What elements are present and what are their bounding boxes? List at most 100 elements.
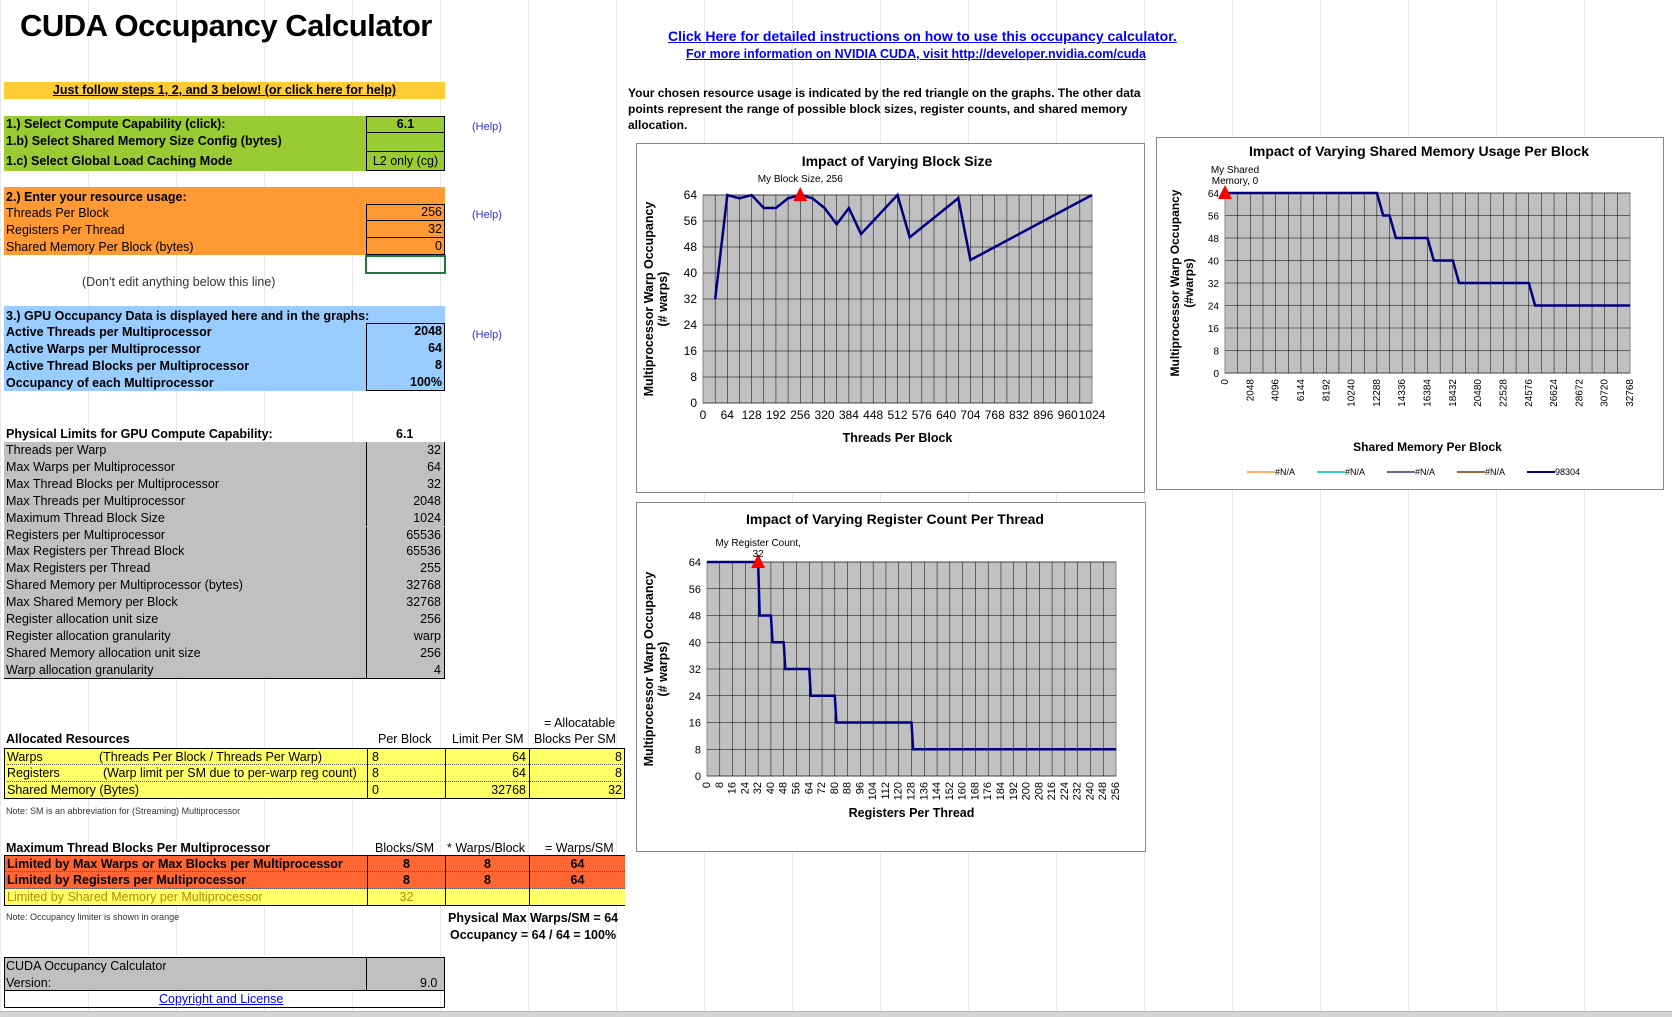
y-tick-label: 8 — [1213, 347, 1219, 358]
y-tick-label: 56 — [689, 584, 701, 596]
x-tick-label: 112 — [880, 782, 892, 800]
y-tick-label: 40 — [684, 266, 698, 280]
dont-edit-note: (Don't edit anything below this line) — [82, 275, 276, 289]
chart-block-size: Impact of Varying Block Size 0 8 16 24 32 40 48… — [636, 143, 1145, 493]
step3-help-link[interactable]: (Help) — [472, 329, 502, 341]
legend-label: #N/A — [1415, 467, 1435, 477]
active-threads-label: Active Threads per Multiprocessor — [6, 325, 212, 339]
limit-row-value: 32 — [366, 442, 445, 459]
y-axis-label: (# warps) — [656, 272, 670, 327]
y-axis-label: Multiprocessor Warp Occupancy — [1168, 189, 1182, 376]
alloc-row-desc: (Warp limit per SM due to per-warp reg c… — [103, 766, 357, 781]
x-tick-label: 192 — [766, 408, 786, 422]
maxblocks-heading: Maximum Thread Blocks Per Multiprocessor — [6, 841, 270, 855]
x-tick-label: 20480 — [1473, 379, 1484, 407]
y-tick-label: 32 — [684, 292, 698, 306]
horizontal-scrollbar[interactable] — [0, 1011, 1672, 1017]
limit-row-label: Register allocation granularity — [6, 628, 171, 643]
y-tick-label: 24 — [689, 691, 701, 703]
marker-triangle — [793, 187, 808, 201]
steps-banner[interactable]: Just follow steps 1, 2, and 3 below! (or… — [4, 82, 445, 99]
x-tick-label: 896 — [1033, 408, 1053, 422]
x-tick-label: 28672 — [1574, 379, 1585, 407]
alloc-limit: 64 — [445, 765, 529, 782]
steps-help-link[interactable]: Just follow steps 1, 2, and 3 below! (or… — [52, 83, 397, 97]
y-tick-label: 8 — [690, 370, 697, 384]
limit-row-value: 64 — [366, 458, 445, 476]
nvidia-cuda-link[interactable]: For more information on NVIDIA CUDA, vis… — [686, 47, 1147, 61]
x-tick-label: 224 — [1059, 782, 1071, 800]
marker-label: My Block Size, 256 — [758, 174, 843, 185]
x-tick-label: 16 — [727, 782, 739, 794]
y-tick-label: 56 — [684, 214, 698, 228]
x-tick-label: 18432 — [1448, 379, 1459, 407]
limit-row-value: 4 — [366, 661, 445, 679]
step2-help-link[interactable]: (Help) — [472, 209, 502, 221]
x-tick-label: 176 — [982, 782, 994, 800]
limit-row-label: Shared Memory allocation unit size — [6, 645, 201, 660]
threads-per-block-input[interactable]: 256 — [366, 204, 445, 221]
step1c-label: 1.c) Select Global Load Caching Mode — [6, 154, 233, 168]
limit-row-label: Max Registers per Thread — [6, 561, 151, 576]
x-tick-label: 0 — [701, 782, 713, 788]
x-tick-label: 24576 — [1524, 379, 1535, 407]
x-tick-label: 320 — [815, 408, 835, 422]
caching-mode-select[interactable]: L2 only (cg) — [372, 154, 439, 168]
maxblocks-col-total: = Warps/SM — [545, 841, 614, 855]
limits-heading-value: 6.1 — [396, 427, 414, 441]
x-tick-label: 80 — [829, 782, 841, 794]
sm-note: Note: SM is an abbreviation for (Streami… — [6, 806, 241, 816]
series-line — [1225, 191, 1630, 307]
x-tick-label: 128 — [906, 782, 918, 800]
copyright-link[interactable]: Copyright and License — [159, 992, 284, 1006]
limit-row-label: Max Registers per Thread Block — [6, 544, 185, 559]
x-tick-label: 64 — [721, 408, 735, 422]
maxblocks-table: Limited by Max Warps or Max Blocks per M… — [4, 855, 625, 906]
limit-row-value: warp — [366, 627, 445, 645]
series-line — [713, 192, 1093, 300]
x-tick-label: 216 — [1046, 782, 1058, 800]
x-tick-label: 160 — [957, 782, 969, 800]
limit-row-value: 65536 — [366, 526, 445, 544]
marker-triangle — [1218, 185, 1232, 199]
y-tick-label: 24 — [1208, 302, 1220, 313]
maxblocks-blocks: 8 — [367, 872, 445, 889]
maxblocks-col-warps: * Warps/Block — [447, 841, 526, 855]
limiter-note: Note: Occupancy limiter is shown in oran… — [6, 912, 180, 922]
limit-row-label: Max Threads per Multiprocessor — [6, 493, 186, 508]
alloc-row-desc: (Threads Per Block / Threads Per Warp) — [99, 750, 322, 764]
footer-version-label: Version: — [6, 976, 52, 990]
x-tick-label: 704 — [960, 408, 980, 422]
shared-memory-config-select[interactable] — [366, 133, 445, 152]
step2-input-frame — [366, 204, 445, 255]
legend-label: #N/A — [1275, 467, 1295, 477]
shared-memory-per-block-input[interactable]: 0 — [435, 239, 442, 253]
active-threads-value: 2048 — [414, 324, 442, 338]
limit-row-label: Max Thread Blocks per Multiprocessor — [6, 476, 220, 491]
x-tick-label: 832 — [1009, 408, 1029, 422]
y-tick-label: 32 — [689, 664, 701, 676]
allocatable-top-label: = Allocatable — [544, 716, 616, 730]
compute-capability-select[interactable]: 6.1 — [366, 116, 445, 133]
y-tick-label: 24 — [684, 318, 698, 332]
selected-cell[interactable] — [365, 255, 446, 274]
occupancy-value: 100% — [410, 375, 442, 389]
x-axis-label: Shared Memory Per Block — [1353, 440, 1502, 454]
footer-version: 9.0 — [420, 976, 438, 990]
registers-per-thread-input[interactable]: 32 — [366, 221, 445, 238]
instructions-link[interactable]: Click Here for detailed instructions on … — [668, 28, 1177, 44]
step1-help-link[interactable]: (Help) — [472, 121, 502, 133]
alloc-per-block: 0 — [367, 781, 445, 798]
x-tick-label: 0 — [1220, 379, 1231, 385]
limit-row-label: Register allocation unit size — [6, 612, 159, 626]
chart-register-count: Impact of Varying Register Count Per Thr… — [636, 502, 1146, 852]
y-axis-label: (# warps) — [656, 642, 670, 697]
active-warps-value: 64 — [428, 341, 442, 355]
limit-row-value: 2048 — [366, 492, 445, 510]
limit-row-value: 65536 — [366, 543, 445, 561]
maxblocks-row — [5, 872, 625, 889]
allocated-col-limit: Limit Per SM — [452, 732, 524, 746]
legend-label: 98304 — [1555, 467, 1580, 477]
maxblocks-warps: 8 — [445, 856, 529, 873]
chart-title: Impact of Varying Register Count Per Thr… — [746, 511, 1044, 527]
